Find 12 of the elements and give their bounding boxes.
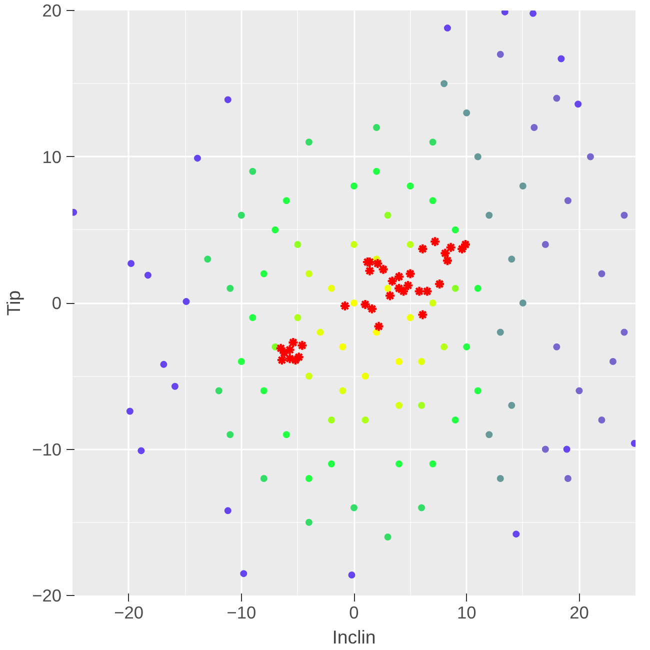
x-tick-label: −20 (114, 602, 144, 622)
y-axis-title: Tip (3, 290, 24, 316)
x-axis-title: Inclin (332, 626, 376, 648)
y-tick-label: −10 (32, 439, 62, 460)
y-tick-label: 0 (52, 293, 62, 313)
x-tick-label: 0 (349, 602, 359, 622)
y-tick-label: 20 (42, 0, 62, 20)
y-tick-label: 10 (42, 146, 62, 167)
x-tick-label: 20 (570, 602, 589, 622)
x-tick-label: −10 (226, 602, 256, 622)
x-tick-label: 10 (456, 602, 476, 622)
y-tick-label: −20 (32, 586, 62, 606)
